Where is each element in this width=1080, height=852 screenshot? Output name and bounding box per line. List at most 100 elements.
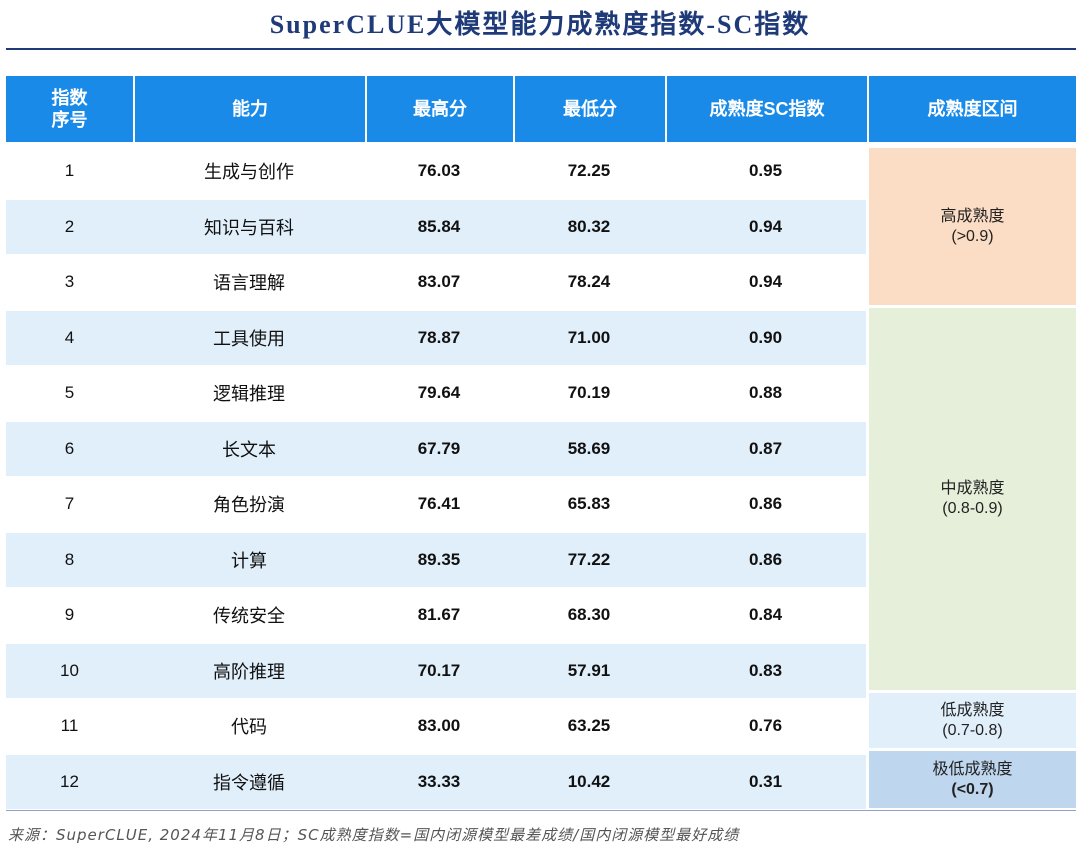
title-divider [6,48,1076,50]
cell-index: 1 [64,161,75,181]
cell-index: 7 [64,494,75,514]
cell-sc: 0.95 [748,161,783,181]
cell-ability: 工具使用 [213,328,285,349]
cell-max: 83.07 [417,272,461,292]
cell-sc: 0.84 [748,605,783,625]
cell-min: 72.25 [567,161,611,181]
maturity-range: (0.8-0.9) [942,500,1003,517]
header-min: 最低分 [515,76,665,142]
cell-sc: 0.86 [748,494,783,514]
header-divider [513,76,515,142]
cell-min: 57.91 [567,660,611,680]
cell-max: 79.64 [417,383,461,403]
cell-min: 80.32 [567,216,611,236]
cell-min: 78.24 [567,272,611,292]
maturity-label: 中成熟度 [940,480,1005,497]
table-row: 10 高阶推理 70.17 57.91 0.83 [6,643,866,698]
cell-index: 10 [60,660,79,680]
cell-min: 77.22 [567,549,611,569]
maturity-range: (0.7-0.8) [942,721,1003,739]
cell-ability: 长文本 [222,439,276,460]
table-row: 2 知识与百科 85.84 80.32 0.94 [6,199,866,254]
cell-min: 71.00 [567,327,611,347]
cell-max: 33.33 [417,771,461,791]
header-max: 最高分 [367,76,513,142]
header-index: 指数 序号 [6,76,133,142]
table-row: 3 语言理解 83.07 78.24 0.94 [6,255,866,310]
cell-max: 76.03 [417,161,461,181]
header-divider [365,76,367,142]
header-range: 成熟度区间 [869,76,1076,142]
cell-min: 58.69 [567,438,611,458]
cell-max: 85.84 [417,216,461,236]
cell-index: 11 [60,716,79,736]
cell-ability: 计算 [231,550,267,571]
cell-sc: 0.83 [748,660,783,680]
cell-min: 65.83 [567,494,611,514]
cell-index: 5 [64,383,75,403]
maturity-label: 高成熟度 [940,207,1005,225]
source-note: 来源：SuperCLUE, 2024年11月8日；SC成熟度指数=国内闭源模型最… [8,826,740,844]
cell-max: 70.17 [417,660,461,680]
maturity-range: (>0.9) [951,227,994,245]
cell-sc: 0.31 [748,771,783,791]
sc-index-table: 指数 序号 能力 最高分 最低分 成熟度SC指数 成熟度区间 1 生成与创作 76.0… [6,76,1076,810]
cell-min: 10.42 [567,771,611,791]
cell-index: 9 [64,605,75,625]
header-index-line1: 指数 [51,88,88,108]
bottom-divider [6,810,1076,811]
cell-min: 63.25 [567,716,611,736]
table-row: 8 计算 89.35 77.22 0.86 [6,532,866,587]
maturity-mid: 中成熟度 (0.8-0.9) [869,308,1076,690]
cell-max: 89.35 [417,549,461,569]
table-row: 9 传统安全 81.67 68.30 0.84 [6,588,866,643]
header-sc: 成熟度SC指数 [667,76,867,142]
table-row: 11 代码 83.00 63.25 0.76 [6,699,866,754]
cell-sc: 0.87 [748,438,783,458]
maturity-high: 高成熟度 (>0.9) [869,148,1076,305]
header-divider [867,76,869,142]
cell-min: 68.30 [567,605,611,625]
cell-ability: 代码 [231,717,267,738]
cell-sc: 0.90 [748,327,783,347]
header-ability: 能力 [135,76,365,142]
cell-ability: 角色扮演 [213,495,285,516]
cell-ability: 高阶推理 [213,661,285,682]
cell-ability: 生成与创作 [204,162,294,183]
maturity-range: (<0.7) [951,780,994,798]
header-divider [665,76,667,142]
maturity-low: 低成熟度 (0.7-0.8) [869,693,1076,748]
maturity-very-low: 极低成熟度 (<0.7) [869,751,1076,808]
header-divider [133,76,135,142]
cell-ability: 语言理解 [213,273,285,294]
cell-ability: 传统安全 [213,606,285,627]
cell-ability: 指令遵循 [213,772,285,793]
cell-sc: 0.86 [748,549,783,569]
cell-index: 4 [64,327,75,347]
cell-sc: 0.94 [748,272,783,292]
table-row: 5 逻辑推理 79.64 70.19 0.88 [6,366,866,421]
maturity-label: 低成熟度 [940,701,1005,719]
cell-index: 2 [64,216,75,236]
table-row: 12 指令遵循 33.33 10.42 0.31 [6,754,866,809]
table-row: 6 长文本 67.79 58.69 0.87 [6,421,866,476]
table-row: 7 角色扮演 76.41 65.83 0.86 [6,477,866,532]
cell-min: 70.19 [567,383,611,403]
cell-sc: 0.76 [748,716,783,736]
cell-ability: 逻辑推理 [213,384,285,405]
table-row: 4 工具使用 78.87 71.00 0.90 [6,310,866,365]
cell-max: 81.67 [417,605,461,625]
cell-sc: 0.88 [748,383,783,403]
cell-index: 3 [64,272,75,292]
cell-max: 83.00 [417,716,461,736]
cell-ability: 知识与百科 [204,217,294,238]
maturity-label: 极低成熟度 [932,760,1013,778]
cell-sc: 0.94 [748,216,783,236]
cell-max: 76.41 [417,494,461,514]
cell-max: 67.79 [417,438,461,458]
cell-index: 6 [64,438,75,458]
page-title: SuperCLUE大模型能力成熟度指数-SC指数 [269,10,811,39]
cell-index: 8 [64,549,75,569]
cell-max: 78.87 [417,327,461,347]
header-index-line2: 序号 [51,110,88,130]
